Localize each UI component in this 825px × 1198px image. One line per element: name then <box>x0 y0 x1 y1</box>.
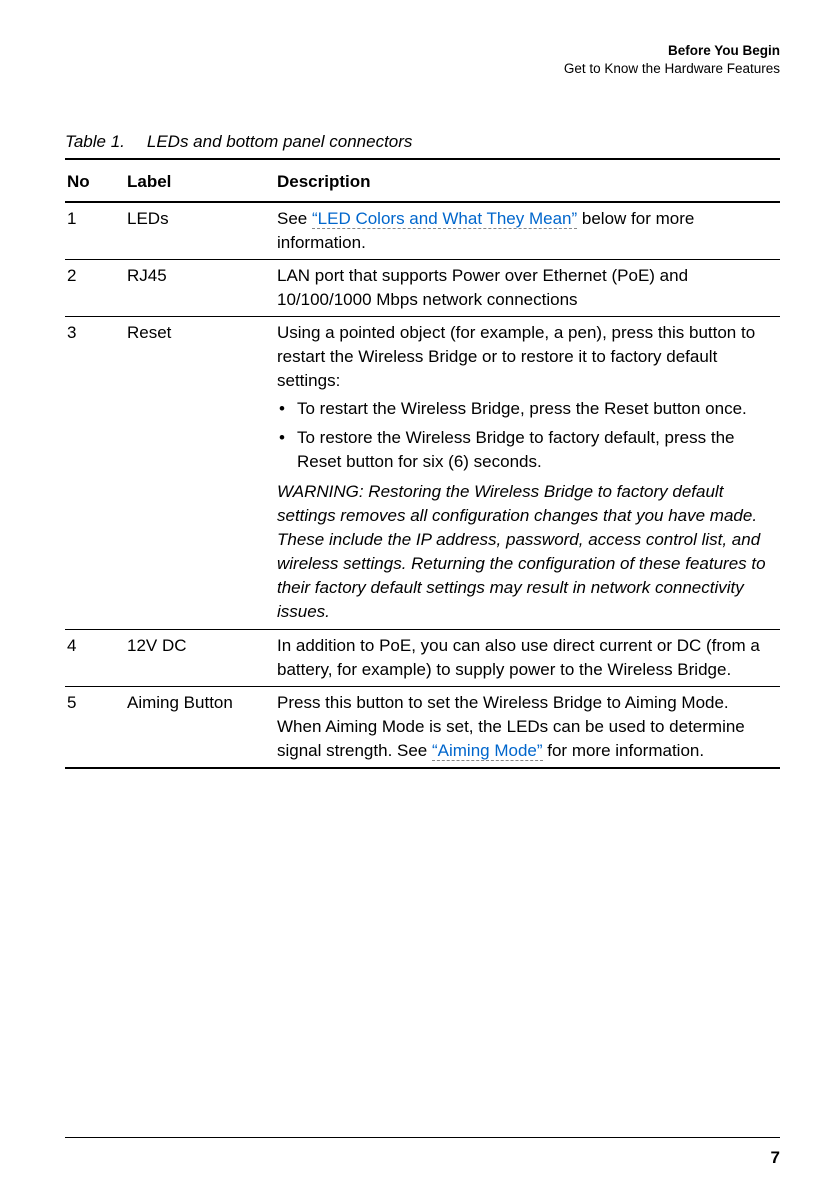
page-header: Before You Begin Get to Know the Hardwar… <box>65 42 780 78</box>
desc-text-pre: See <box>277 209 312 228</box>
link-led-colors[interactable]: “LED Colors and What They Mean” <box>312 209 577 229</box>
cell-no: 5 <box>65 686 125 768</box>
cell-label: Reset <box>125 317 275 630</box>
cell-label: Aiming Button <box>125 686 275 768</box>
header-chapter: Before You Begin <box>65 42 780 60</box>
header-section: Get to Know the Hardware Features <box>65 60 780 78</box>
col-desc-header: Description <box>275 166 780 201</box>
cell-label: RJ45 <box>125 259 275 316</box>
list-item: To restart the Wireless Bridge, press th… <box>277 397 774 421</box>
cell-label: 12V DC <box>125 629 275 686</box>
caption-title: LEDs and bottom panel connectors <box>147 132 413 151</box>
caption-number: Table 1. <box>65 132 125 151</box>
cell-desc: LAN port that supports Power over Ethern… <box>275 259 780 316</box>
cell-desc: Using a pointed object (for example, a p… <box>275 317 780 630</box>
cell-no: 4 <box>65 629 125 686</box>
cell-label: LEDs <box>125 202 275 260</box>
table-caption: Table 1. LEDs and bottom panel connectors <box>65 132 780 160</box>
table-row: 4 12V DC In addition to PoE, you can als… <box>65 629 780 686</box>
cell-desc: Press this button to set the Wireless Br… <box>275 686 780 768</box>
table-row: 1 LEDs See “LED Colors and What They Mea… <box>65 202 780 260</box>
col-no-header: No <box>65 166 125 201</box>
cell-desc: See “LED Colors and What They Mean” belo… <box>275 202 780 260</box>
table-header-row: No Label Description <box>65 166 780 201</box>
footer-rule <box>65 1137 780 1138</box>
cell-no: 2 <box>65 259 125 316</box>
cell-no: 1 <box>65 202 125 260</box>
cell-no: 3 <box>65 317 125 630</box>
table-row: 2 RJ45 LAN port that supports Power over… <box>65 259 780 316</box>
desc-bullets: To restart the Wireless Bridge, press th… <box>277 397 774 473</box>
link-aiming-mode[interactable]: “Aiming Mode” <box>432 741 543 761</box>
table-row: 3 Reset Using a pointed object (for exam… <box>65 317 780 630</box>
desc-text-post: for more information. <box>543 741 705 760</box>
cell-desc: In addition to PoE, you can also use dir… <box>275 629 780 686</box>
table-row: 5 Aiming Button Press this button to set… <box>65 686 780 768</box>
col-label-header: Label <box>125 166 275 201</box>
desc-intro: Using a pointed object (for example, a p… <box>277 323 755 390</box>
led-connectors-table: No Label Description 1 LEDs See “LED Col… <box>65 166 780 769</box>
desc-warning: WARNING: Restoring the Wireless Bridge t… <box>277 480 774 625</box>
page-number: 7 <box>771 1148 780 1168</box>
list-item: To restore the Wireless Bridge to factor… <box>277 426 774 474</box>
